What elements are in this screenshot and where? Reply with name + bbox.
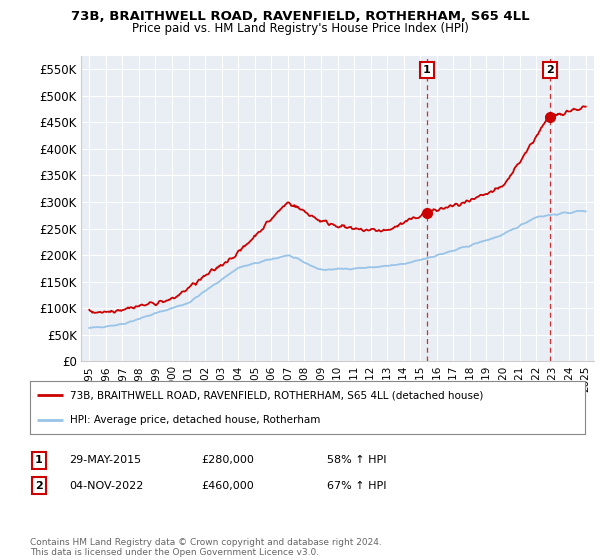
Text: 04-NOV-2022: 04-NOV-2022 bbox=[69, 480, 143, 491]
Text: 2: 2 bbox=[35, 480, 43, 491]
Text: HPI: Average price, detached house, Rotherham: HPI: Average price, detached house, Roth… bbox=[70, 414, 320, 424]
Text: Contains HM Land Registry data © Crown copyright and database right 2024.
This d: Contains HM Land Registry data © Crown c… bbox=[30, 538, 382, 557]
Text: 73B, BRAITHWELL ROAD, RAVENFIELD, ROTHERHAM, S65 4LL: 73B, BRAITHWELL ROAD, RAVENFIELD, ROTHER… bbox=[71, 10, 529, 23]
Text: 29-MAY-2015: 29-MAY-2015 bbox=[69, 455, 141, 465]
Text: £460,000: £460,000 bbox=[201, 480, 254, 491]
Text: 58% ↑ HPI: 58% ↑ HPI bbox=[327, 455, 386, 465]
Text: 1: 1 bbox=[35, 455, 43, 465]
Text: 73B, BRAITHWELL ROAD, RAVENFIELD, ROTHERHAM, S65 4LL (detached house): 73B, BRAITHWELL ROAD, RAVENFIELD, ROTHER… bbox=[70, 390, 484, 400]
Text: 67% ↑ HPI: 67% ↑ HPI bbox=[327, 480, 386, 491]
Text: Price paid vs. HM Land Registry's House Price Index (HPI): Price paid vs. HM Land Registry's House … bbox=[131, 22, 469, 35]
Text: 2: 2 bbox=[546, 65, 554, 74]
Text: 1: 1 bbox=[423, 65, 431, 74]
Text: £280,000: £280,000 bbox=[201, 455, 254, 465]
